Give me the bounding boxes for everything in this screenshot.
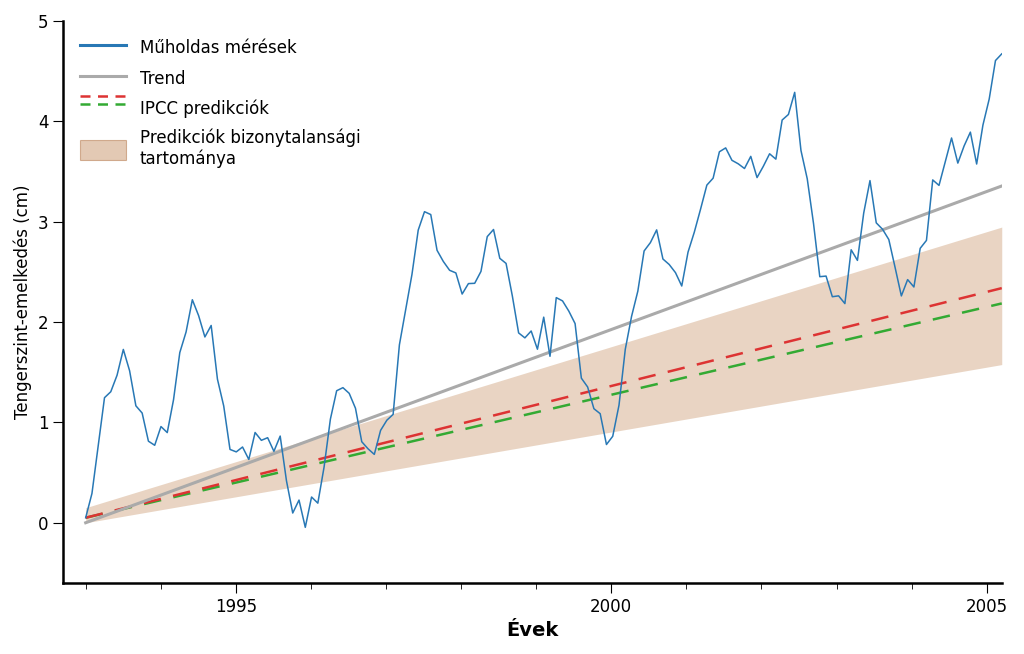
Y-axis label: Tengerszint-emelkedés (cm): Tengerszint-emelkedés (cm) [14,184,33,419]
Legend: Műholdas mérések, Trend, IPCC predikciók, Predikciók bizonytalansági
tartománya: Műholdas mérések, Trend, IPCC predikciók… [72,29,369,177]
X-axis label: Évek: Évek [506,621,558,640]
